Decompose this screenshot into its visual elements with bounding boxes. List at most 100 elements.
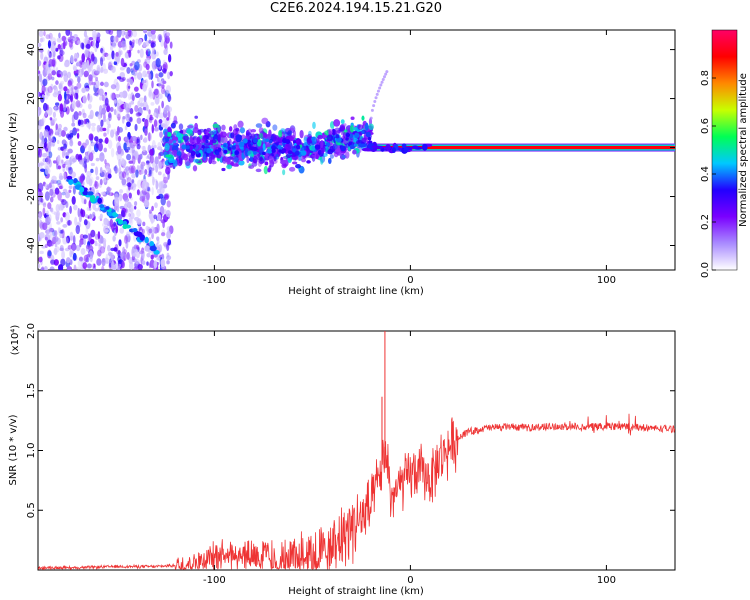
noise-blob bbox=[49, 196, 54, 203]
noise-blob bbox=[105, 172, 110, 181]
noise-blob bbox=[55, 47, 59, 52]
band-blob bbox=[192, 165, 198, 172]
noise-blob bbox=[131, 94, 135, 102]
band-blob bbox=[194, 115, 198, 119]
noise-blob bbox=[39, 131, 44, 141]
band-blob bbox=[342, 131, 347, 140]
noise-blob bbox=[65, 257, 71, 264]
noise-blob bbox=[151, 48, 156, 55]
noise-blob bbox=[113, 99, 117, 104]
noise-blob bbox=[62, 163, 66, 169]
noise-blob bbox=[51, 70, 57, 76]
noise-blob bbox=[72, 252, 77, 261]
noise-blob bbox=[106, 125, 110, 135]
noise-blob bbox=[63, 102, 67, 112]
colorbar-tick-label: 0.6 bbox=[700, 118, 711, 134]
noise-blob bbox=[99, 152, 105, 162]
noise-blob bbox=[66, 266, 73, 270]
noise-blob bbox=[144, 118, 149, 129]
noise-blob bbox=[103, 52, 109, 57]
band-blob bbox=[287, 130, 293, 136]
band-blob bbox=[173, 140, 177, 144]
band-blob bbox=[262, 143, 266, 151]
band-blob bbox=[228, 126, 233, 132]
snr-x-label: Height of straight line (km) bbox=[288, 586, 424, 597]
noise-blob bbox=[143, 199, 150, 208]
noise-blob bbox=[81, 157, 86, 168]
spectrogram-y-label: Frequency (Hz) bbox=[8, 112, 19, 188]
noise-blob bbox=[156, 213, 162, 221]
noise-blob bbox=[111, 92, 116, 101]
noise-blob bbox=[99, 178, 103, 186]
noise-blob bbox=[113, 108, 117, 116]
noise-blob bbox=[162, 173, 166, 179]
noise-blob bbox=[81, 87, 86, 94]
band-blob bbox=[179, 157, 183, 165]
trace-spot bbox=[89, 195, 96, 203]
band-blob bbox=[278, 130, 283, 138]
noise-blob bbox=[87, 93, 90, 101]
noise-blob bbox=[76, 266, 83, 270]
carrier-blotch bbox=[401, 143, 407, 149]
band-blob bbox=[268, 155, 274, 164]
noise-blob bbox=[100, 119, 104, 127]
bright-spot bbox=[292, 140, 297, 144]
noise-blob bbox=[103, 68, 109, 74]
band-blob bbox=[280, 159, 286, 165]
noise-blob bbox=[136, 189, 140, 196]
noise-blob bbox=[117, 50, 122, 58]
snr-x-tick-label: -100 bbox=[203, 575, 226, 586]
noise-blob bbox=[148, 72, 152, 80]
noise-blob bbox=[94, 79, 100, 89]
band-blob bbox=[196, 136, 201, 145]
band-blob bbox=[235, 142, 240, 149]
bright-spot bbox=[325, 142, 331, 147]
noise-blob bbox=[75, 153, 80, 160]
bright-spot bbox=[300, 150, 307, 156]
noise-blob bbox=[56, 210, 60, 218]
noise-blob bbox=[150, 102, 155, 106]
noise-blob bbox=[63, 126, 68, 132]
noise-blob bbox=[61, 35, 67, 42]
noise-blob bbox=[165, 85, 172, 94]
noise-blob bbox=[103, 229, 110, 233]
noise-blob bbox=[145, 104, 149, 112]
arc-dot bbox=[372, 104, 376, 108]
noise-blob bbox=[74, 92, 78, 100]
noise-blob bbox=[49, 242, 54, 247]
noise-blob bbox=[127, 93, 132, 101]
arc-dot bbox=[382, 75, 386, 79]
noise-blob bbox=[126, 182, 132, 188]
noise-blob bbox=[68, 85, 72, 94]
band-blob bbox=[182, 135, 190, 141]
band-blob bbox=[340, 125, 345, 132]
noise-blob bbox=[63, 172, 66, 181]
noise-blob bbox=[66, 219, 72, 226]
band-blob bbox=[193, 142, 200, 152]
noise-blob bbox=[121, 171, 127, 179]
noise-blob bbox=[45, 34, 51, 40]
noise-blob bbox=[142, 41, 147, 48]
noise-blob bbox=[105, 53, 112, 61]
band-blob bbox=[350, 116, 355, 121]
noise-blob bbox=[51, 175, 57, 182]
noise-blob bbox=[73, 86, 78, 90]
band-blob bbox=[259, 156, 263, 162]
bright-spot bbox=[238, 141, 245, 148]
band-blob bbox=[258, 132, 264, 139]
noise-blob bbox=[95, 176, 100, 181]
noise-blob bbox=[131, 173, 136, 179]
noise-blob bbox=[82, 112, 87, 119]
trace-spot bbox=[66, 175, 73, 180]
noise-blob bbox=[47, 85, 53, 94]
band-blob bbox=[315, 153, 319, 160]
bright-spot bbox=[253, 146, 258, 152]
noise-blob bbox=[95, 40, 100, 49]
noise-blob bbox=[145, 50, 149, 56]
noise-blob bbox=[99, 81, 104, 86]
noise-blob bbox=[153, 88, 159, 96]
noise-blob bbox=[71, 122, 76, 127]
noise-blob bbox=[107, 173, 112, 179]
noise-blob bbox=[45, 87, 49, 96]
noise-blob bbox=[50, 133, 54, 141]
